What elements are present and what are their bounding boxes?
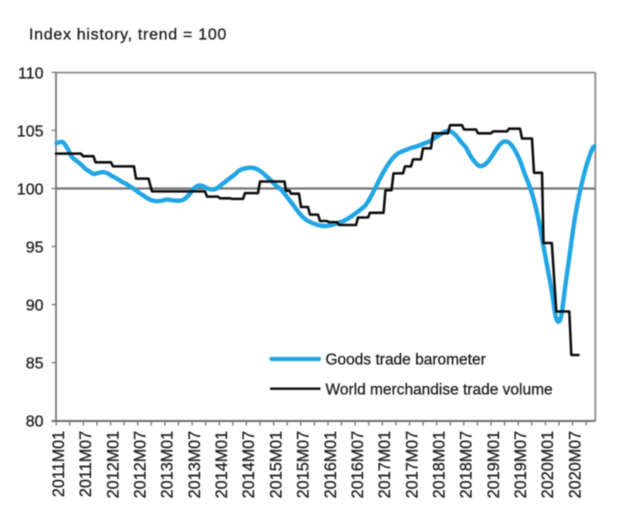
svg-text:85: 85 bbox=[26, 356, 44, 373]
svg-text:80: 80 bbox=[26, 414, 44, 431]
svg-text:Goods trade barometer: Goods trade barometer bbox=[326, 352, 486, 369]
svg-text:2020M07: 2020M07 bbox=[566, 431, 584, 499]
svg-text:90: 90 bbox=[26, 297, 44, 314]
svg-text:2018M01: 2018M01 bbox=[431, 431, 449, 499]
svg-text:105: 105 bbox=[17, 123, 44, 140]
svg-text:2020M01: 2020M01 bbox=[539, 431, 557, 499]
svg-text:2011M01: 2011M01 bbox=[50, 431, 68, 497]
svg-text:2019M07: 2019M07 bbox=[512, 431, 530, 499]
svg-text:2016M01: 2016M01 bbox=[322, 431, 340, 499]
svg-text:2012M01: 2012M01 bbox=[104, 431, 122, 499]
svg-text:2017M01: 2017M01 bbox=[376, 431, 394, 499]
svg-text:2013M07: 2013M07 bbox=[186, 431, 204, 499]
svg-text:100: 100 bbox=[17, 181, 44, 198]
svg-text:2016M07: 2016M07 bbox=[349, 431, 367, 499]
svg-text:2012M07: 2012M07 bbox=[132, 431, 150, 499]
svg-text:2015M01: 2015M01 bbox=[267, 431, 285, 499]
svg-text:2017M07: 2017M07 bbox=[403, 431, 421, 499]
svg-text:2019M01: 2019M01 bbox=[485, 431, 503, 499]
svg-text:2015M07: 2015M07 bbox=[295, 431, 313, 499]
svg-text:2013M01: 2013M01 bbox=[159, 431, 177, 499]
svg-text:2011M07: 2011M07 bbox=[77, 431, 95, 497]
svg-text:2014M07: 2014M07 bbox=[240, 431, 258, 499]
svg-text:2018M07: 2018M07 bbox=[458, 431, 476, 499]
svg-text:World merchandise trade volume: World merchandise trade volume bbox=[326, 381, 553, 398]
svg-text:2014M01: 2014M01 bbox=[213, 431, 231, 499]
svg-text:110: 110 bbox=[18, 65, 44, 82]
svg-text:95: 95 bbox=[26, 239, 44, 256]
svg-text:Index history, trend = 100: Index history, trend = 100 bbox=[29, 27, 227, 44]
